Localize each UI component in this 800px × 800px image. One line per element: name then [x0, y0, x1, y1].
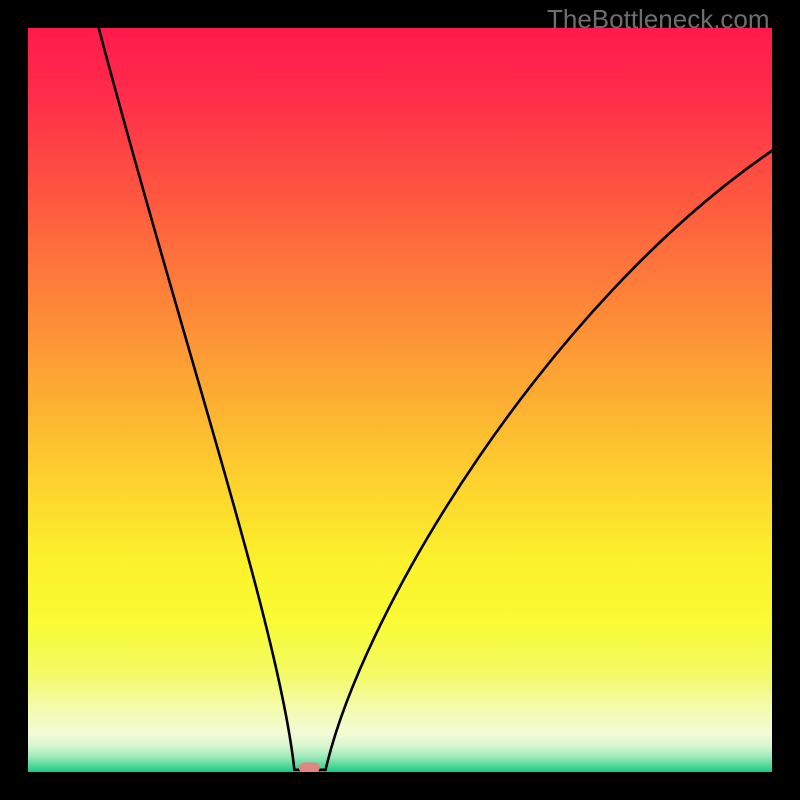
- gradient-background: [28, 28, 772, 772]
- watermark-text: TheBottleneck.com: [547, 4, 770, 35]
- optimum-marker: [299, 763, 320, 772]
- bottleneck-curve-chart: [28, 28, 772, 772]
- chart-container: TheBottleneck.com: [0, 0, 800, 800]
